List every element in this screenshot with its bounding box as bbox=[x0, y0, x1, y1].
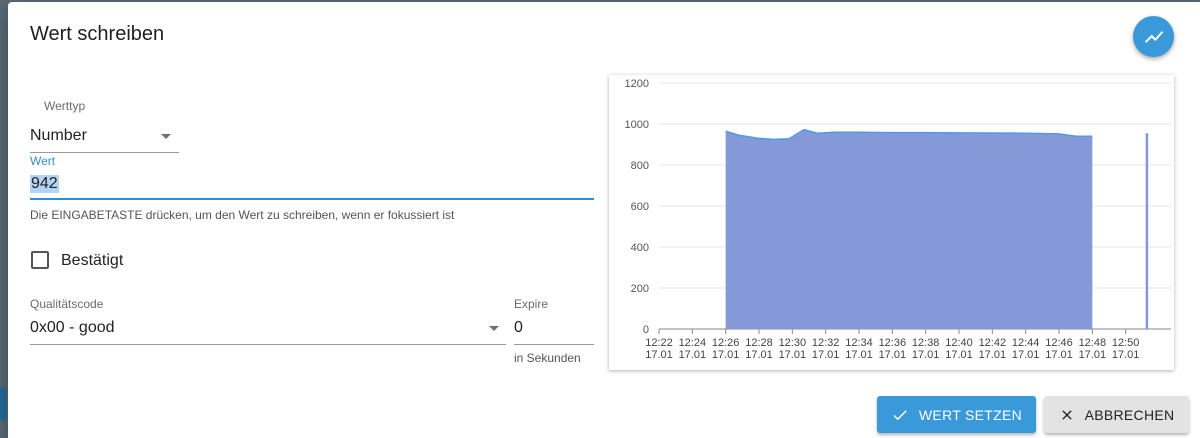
x-tick-date-label: 17.01 bbox=[645, 349, 673, 361]
y-tick-label: 0 bbox=[643, 324, 649, 336]
y-tick-label: 600 bbox=[631, 201, 649, 213]
x-tick-date-label: 17.01 bbox=[779, 349, 807, 361]
area-series-line bbox=[725, 128, 1093, 141]
x-tick-time-label: 12:44 bbox=[1012, 337, 1040, 349]
quality-underline bbox=[30, 344, 506, 345]
check-icon bbox=[893, 409, 907, 420]
y-tick-label: 1000 bbox=[625, 119, 649, 131]
x-tick-time-label: 12:36 bbox=[879, 337, 907, 349]
chevron-down-icon[interactable] bbox=[161, 134, 171, 139]
x-tick-date-label: 17.01 bbox=[845, 349, 873, 361]
y-tick-label: 1200 bbox=[625, 78, 649, 90]
dialog-title: Wert schreiben bbox=[30, 23, 165, 45]
value-type-select[interactable]: Number bbox=[30, 127, 87, 144]
x-tick-time-label: 12:38 bbox=[912, 337, 940, 349]
x-tick-time-label: 12:26 bbox=[712, 337, 740, 349]
expire-underline bbox=[514, 344, 594, 345]
x-tick-date-label: 17.01 bbox=[812, 349, 840, 361]
x-tick-time-label: 12:24 bbox=[679, 337, 707, 349]
x-tick-time-label: 12:34 bbox=[845, 337, 873, 349]
write-value-dialog: Wert schreiben Werttyp Number Wert 942 D… bbox=[8, 2, 1200, 438]
y-tick-label: 800 bbox=[631, 160, 649, 172]
x-tick-date-label: 17.01 bbox=[912, 349, 940, 361]
set-value-button[interactable]: WERT SETZEN bbox=[877, 396, 1036, 433]
x-tick-date-label: 17.01 bbox=[1012, 349, 1040, 361]
set-value-label: WERT SETZEN bbox=[918, 406, 1023, 423]
x-tick-time-label: 12:50 bbox=[1112, 337, 1140, 349]
x-tick-time-label: 12:30 bbox=[779, 337, 807, 349]
x-tick-time-label: 12:32 bbox=[812, 337, 840, 349]
expire-input[interactable]: 0 bbox=[514, 319, 523, 336]
x-tick-time-label: 12:22 bbox=[645, 337, 673, 349]
ack-checkbox[interactable] bbox=[31, 251, 49, 269]
area-series bbox=[1145, 134, 1149, 329]
history-chart: 0 200 400 600 800 1000 1200 12:22 17.01 12:24 17.0… bbox=[609, 75, 1174, 370]
x-tick-date-label: 17.01 bbox=[712, 349, 740, 361]
history-chart-button[interactable] bbox=[1133, 16, 1174, 57]
x-tick-date-label: 17.01 bbox=[1112, 349, 1140, 361]
value-label: Wert bbox=[30, 154, 56, 168]
x-tick-date-label: 17.01 bbox=[679, 349, 707, 361]
ack-label[interactable]: Bestätigt bbox=[61, 252, 124, 269]
value-input[interactable]: 942 bbox=[30, 175, 59, 193]
y-tick-label: 200 bbox=[631, 283, 649, 295]
x-tick-date-label: 17.01 bbox=[879, 349, 907, 361]
y-tick-label: 400 bbox=[631, 242, 649, 254]
quality-select[interactable]: 0x00 - good bbox=[30, 319, 115, 336]
value-helper-text: Die EINGABETASTE drücken, um den Wert zu… bbox=[30, 208, 455, 222]
x-tick-time-label: 12:40 bbox=[945, 337, 973, 349]
quality-label: Qualitätscode bbox=[30, 297, 104, 311]
chevron-down-icon[interactable] bbox=[489, 326, 499, 331]
x-tick-time-label: 12:42 bbox=[979, 337, 1007, 349]
value-input-underline bbox=[30, 198, 594, 200]
backdrop-accent bbox=[0, 388, 6, 420]
x-tick-date-label: 17.01 bbox=[979, 349, 1007, 361]
value-type-underline bbox=[30, 152, 179, 153]
x-tick-time-label: 12:28 bbox=[745, 337, 773, 349]
expire-label: Expire bbox=[514, 297, 549, 311]
x-tick-time-label: 12:46 bbox=[1045, 337, 1073, 349]
x-tick-date-label: 17.01 bbox=[945, 349, 973, 361]
x-tick-date-label: 17.01 bbox=[745, 349, 773, 361]
cancel-label: ABBRECHEN bbox=[1084, 406, 1175, 423]
value-type-label: Werttyp bbox=[44, 99, 86, 113]
x-tick-time-label: 12:48 bbox=[1079, 337, 1107, 349]
area-series bbox=[725, 129, 1093, 329]
expire-helper-text: in Sekunden bbox=[514, 351, 581, 365]
trend-chart-icon bbox=[1144, 30, 1163, 43]
close-icon bbox=[1061, 409, 1072, 420]
cancel-button[interactable]: ABBRECHEN bbox=[1044, 396, 1189, 433]
x-tick-date-label: 17.01 bbox=[1045, 349, 1073, 361]
history-chart-svg: 02004006008001000120012:2217.0112:2417.0… bbox=[625, 78, 1171, 361]
x-tick-date-label: 17.01 bbox=[1079, 349, 1107, 361]
